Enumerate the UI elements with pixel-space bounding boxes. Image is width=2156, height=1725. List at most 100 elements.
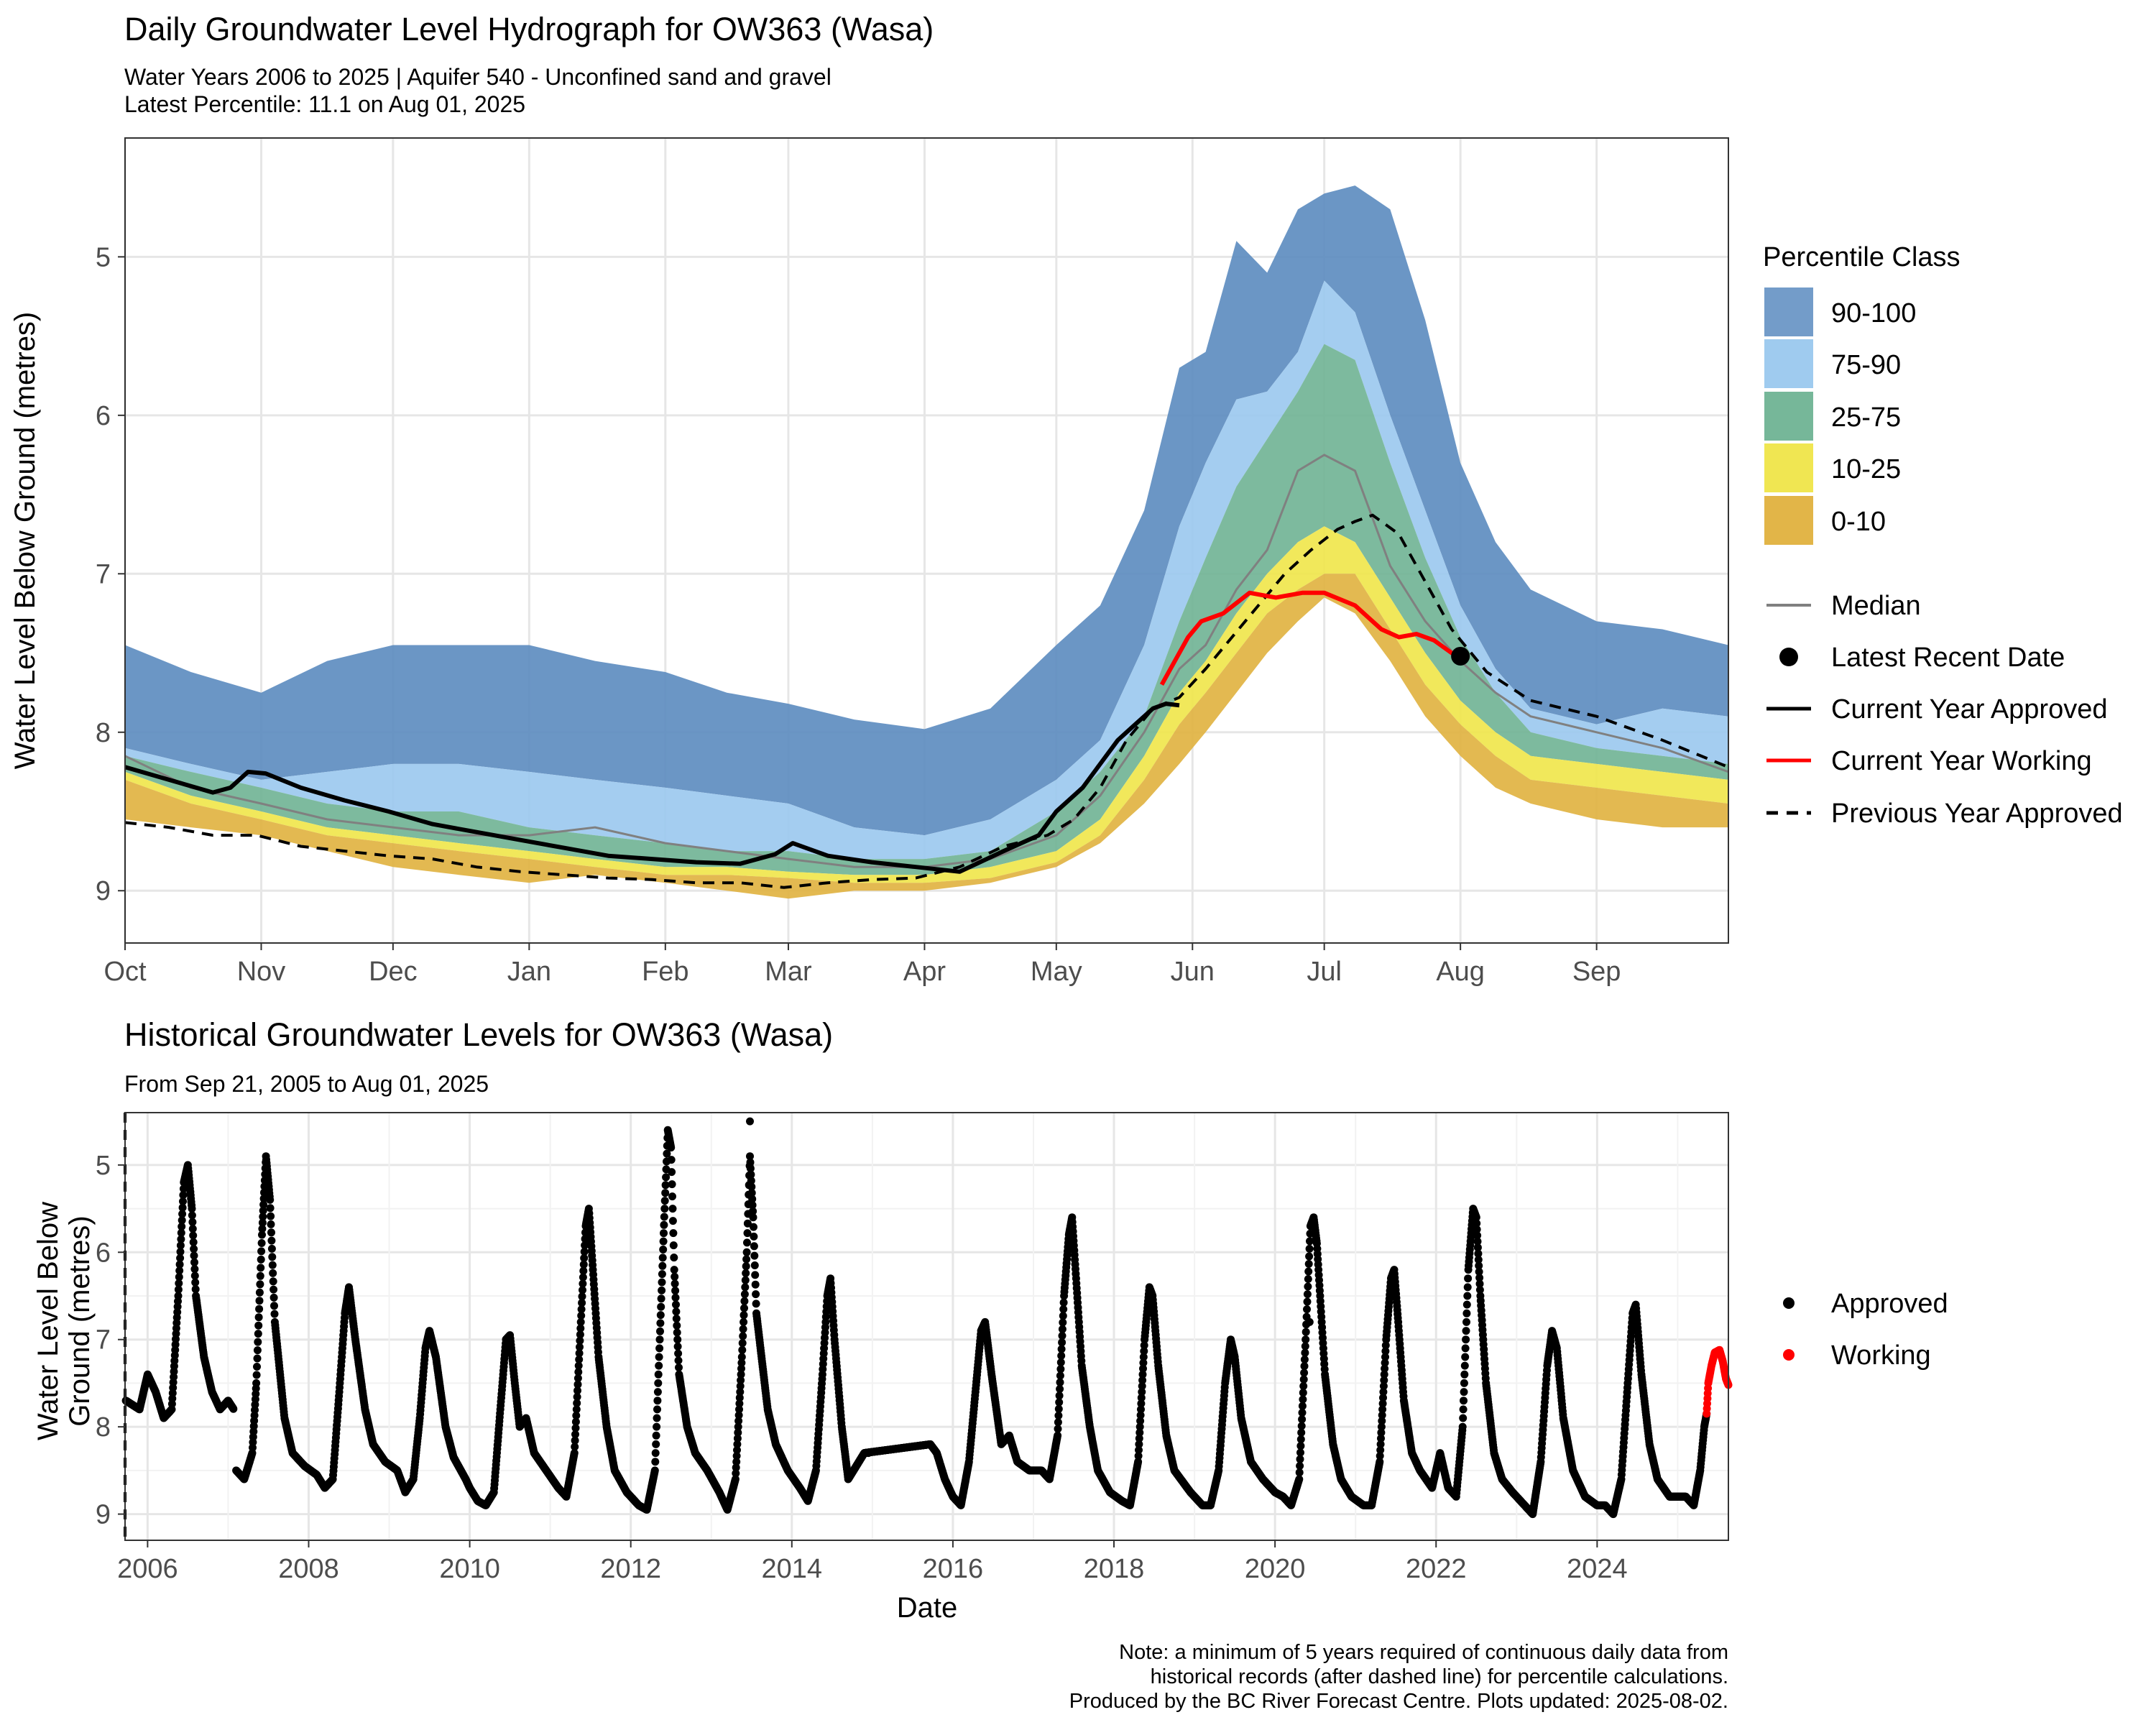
approved-point xyxy=(653,1422,661,1431)
approved-point xyxy=(738,1346,747,1354)
approved-point xyxy=(1058,1332,1067,1340)
approved-point xyxy=(1055,1392,1064,1400)
approved-point xyxy=(1463,1292,1472,1300)
approved-point xyxy=(1475,1286,1484,1294)
approved-point xyxy=(1303,1290,1312,1299)
hydrograph-x-axis: Oct Nov Dec Jan Feb Mar Apr May Jun Jul Aug Sep xyxy=(103,943,1621,987)
approved-point xyxy=(571,1443,579,1451)
approved-point xyxy=(737,1370,745,1379)
approved-point xyxy=(1137,1399,1146,1408)
approved-point xyxy=(256,1280,264,1289)
approved-point xyxy=(255,1288,264,1297)
approved-point xyxy=(668,1192,676,1201)
legend-key-0-10 xyxy=(1764,496,1813,545)
approved-point xyxy=(175,1260,184,1269)
approved-point xyxy=(1376,1458,1384,1466)
approved-point xyxy=(1299,1382,1308,1390)
approved-point xyxy=(576,1343,584,1351)
hydrograph-legend: Percentile Class 90-100 75-90 25-75 10-2… xyxy=(1763,242,2123,829)
approved-point xyxy=(267,1220,275,1228)
approved-point xyxy=(732,1458,741,1466)
approved-point xyxy=(1459,1414,1468,1422)
approved-point xyxy=(188,1218,197,1226)
approved-point xyxy=(742,1248,751,1256)
approved-point xyxy=(581,1241,589,1250)
percentile-bands xyxy=(125,185,1728,899)
historical-chart: Historical Groundwater Levels for OW363 … xyxy=(32,1016,1948,1624)
x-tick-label: Apr xyxy=(903,957,946,987)
approved-point xyxy=(179,1191,188,1200)
y-tick-label: 9 xyxy=(96,876,111,906)
approved-point xyxy=(1058,1338,1067,1347)
x-tick-label: Feb xyxy=(642,957,688,987)
approved-point xyxy=(1475,1267,1483,1276)
approved-point xyxy=(660,1213,668,1221)
hydrograph-panel-border xyxy=(124,137,1729,944)
approved-point xyxy=(257,1255,265,1264)
approved-point xyxy=(1295,1468,1304,1477)
approved-point xyxy=(1135,1434,1143,1443)
hydrograph-chart: Daily Groundwater Level Hydrograph for O… xyxy=(9,11,2123,987)
approved-point xyxy=(270,1285,278,1294)
approved-point xyxy=(1299,1375,1308,1384)
legend-label-previous-year-approved: Previous Year Approved xyxy=(1831,799,2123,829)
approved-point xyxy=(661,1189,670,1197)
approved-point xyxy=(188,1211,196,1220)
approved-point xyxy=(1054,1412,1063,1420)
approved-point xyxy=(1460,1379,1468,1387)
approved-point xyxy=(1057,1351,1066,1360)
approved-point xyxy=(1139,1364,1147,1373)
y-tick-label: 6 xyxy=(96,401,111,431)
approved-point xyxy=(573,1380,582,1389)
approved-point xyxy=(1461,1353,1470,1361)
approved-point xyxy=(734,1422,742,1431)
legend-key-75-90 xyxy=(1764,339,1813,388)
approved-point xyxy=(1472,1213,1480,1222)
approved-point xyxy=(1296,1462,1304,1470)
approved-point xyxy=(578,1292,586,1301)
approved-point xyxy=(1138,1388,1146,1397)
approved-point xyxy=(1296,1455,1304,1463)
x-tick-label: Aug xyxy=(1436,957,1485,987)
approved-point xyxy=(746,1158,755,1167)
approved-point xyxy=(254,1313,263,1322)
approved-point xyxy=(1377,1434,1385,1443)
approved-point xyxy=(674,1356,683,1365)
historical-points xyxy=(121,1113,1733,1540)
historical-subtitle: From Sep 21, 2005 to Aug 01, 2025 xyxy=(124,1071,489,1097)
approved-point xyxy=(1304,1260,1313,1268)
approved-point xyxy=(577,1305,586,1314)
approved-point xyxy=(190,1258,198,1266)
approved-point xyxy=(740,1304,748,1312)
approved-point xyxy=(750,1242,758,1251)
legend-label-current-year-approved: Current Year Approved xyxy=(1831,694,2108,724)
approved-point xyxy=(734,1411,743,1420)
approved-point xyxy=(1299,1395,1307,1404)
approved-point xyxy=(653,1405,661,1414)
approved-point xyxy=(580,1254,589,1262)
approved-point xyxy=(750,1232,758,1241)
band-25-75 xyxy=(125,344,1728,875)
approved-point xyxy=(655,1361,663,1370)
approved-point xyxy=(1304,1282,1312,1291)
approved-point xyxy=(174,1292,183,1300)
approved-point xyxy=(660,1205,669,1213)
approved-point xyxy=(175,1273,183,1282)
legend-label-0-10: 0-10 xyxy=(1831,507,1886,537)
approved-point xyxy=(191,1285,200,1294)
approved-point xyxy=(1296,1435,1305,1443)
approved-point xyxy=(732,1463,740,1472)
approved-point xyxy=(259,1213,267,1221)
band-90-100 xyxy=(125,185,1728,836)
x-tick-label: Nov xyxy=(237,957,286,987)
approved-point xyxy=(1461,1344,1470,1353)
approved-point xyxy=(653,1388,662,1397)
approved-point xyxy=(1381,1364,1389,1373)
approved-point xyxy=(1475,1279,1484,1288)
approved-point xyxy=(191,1278,200,1287)
approved-point xyxy=(1137,1394,1146,1402)
approved-point xyxy=(741,1283,750,1292)
approved-point xyxy=(1058,1325,1067,1333)
approved-point xyxy=(737,1364,745,1373)
